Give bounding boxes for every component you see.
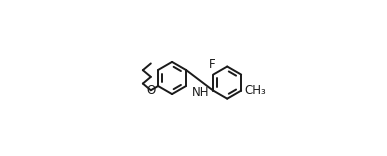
Text: NH: NH [192, 86, 209, 99]
Text: O: O [146, 84, 156, 97]
Text: F: F [209, 58, 216, 71]
Text: CH₃: CH₃ [244, 84, 265, 97]
